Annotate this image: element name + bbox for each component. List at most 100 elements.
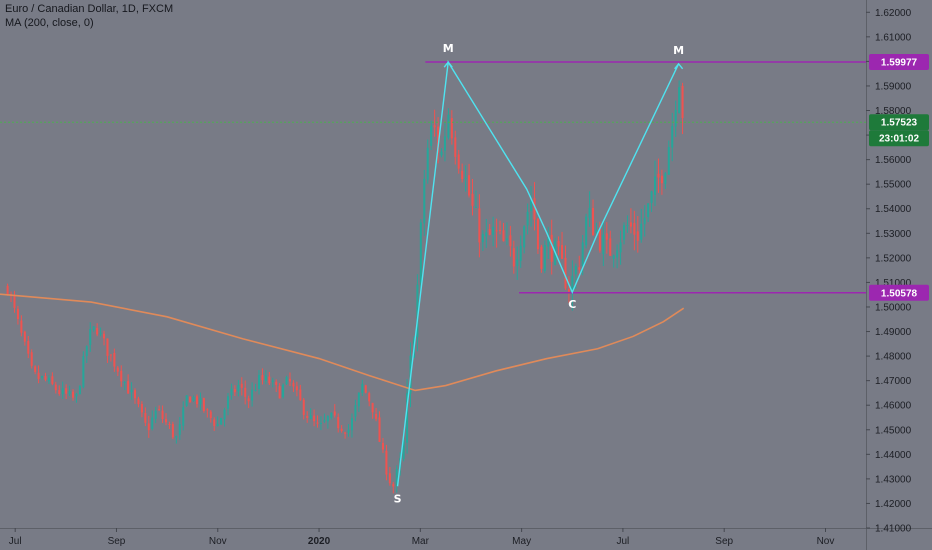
pattern-point-label: S — [394, 492, 402, 505]
candle-body — [271, 380, 274, 383]
candle-body — [323, 420, 326, 422]
pattern-point-label: M — [443, 42, 454, 55]
y-tick-label: 1.54000 — [875, 204, 912, 215]
candle-body — [154, 410, 157, 419]
candle-body — [474, 206, 477, 208]
candle-body — [309, 415, 312, 419]
candle-body — [450, 118, 453, 139]
x-tick-label: Nov — [817, 536, 835, 547]
candle-body — [282, 384, 285, 398]
y-tick-label: 1.50000 — [875, 302, 912, 313]
candle-body — [419, 222, 422, 283]
candle-body — [299, 389, 302, 401]
x-tick-label: Sep — [108, 536, 126, 547]
candle-body — [161, 410, 164, 419]
candle-body — [251, 389, 254, 401]
candle-body — [598, 228, 601, 251]
y-tick-label: 1.61000 — [875, 32, 912, 43]
candle-body — [543, 244, 546, 271]
candle-body — [113, 352, 116, 367]
candle-body — [120, 370, 123, 382]
candle-body — [89, 329, 92, 345]
candle-body — [678, 87, 681, 113]
candle-body — [406, 393, 409, 443]
candle-body — [643, 217, 646, 225]
candle-body — [233, 389, 236, 393]
indicator-title: MA (200, close, 0) — [5, 17, 94, 29]
candle-body — [123, 381, 126, 383]
candle-body — [426, 147, 429, 180]
candle-body — [127, 381, 130, 394]
x-tick-label: Mar — [412, 536, 430, 547]
candle-body — [567, 289, 570, 292]
candle-body — [619, 242, 622, 253]
candle-body — [288, 378, 292, 382]
candle-body — [268, 376, 271, 384]
candle-body — [629, 222, 632, 227]
level-badge — [869, 53, 929, 70]
candle-body — [350, 418, 353, 431]
y-tick-label: 1.58000 — [875, 106, 912, 117]
candle-body — [609, 238, 612, 256]
candle-body — [202, 398, 205, 411]
y-tick-label: 1.48000 — [875, 352, 912, 363]
candle-body — [130, 389, 133, 393]
candle-body — [195, 396, 199, 405]
candle-body — [102, 333, 106, 339]
candle-body — [650, 191, 653, 203]
candle-body — [605, 233, 608, 240]
candle-body — [674, 110, 677, 127]
countdown-label: 23:01:02 — [879, 134, 919, 145]
candle-body — [168, 424, 171, 426]
y-tick-label: 1.55000 — [875, 180, 912, 191]
candle-body — [512, 248, 515, 267]
candle-body — [519, 245, 522, 261]
candle-body — [574, 266, 577, 275]
y-tick-label: 1.56000 — [875, 155, 912, 166]
moving-average-line — [0, 293, 685, 392]
candle-body — [502, 230, 505, 242]
candle-body — [65, 388, 68, 394]
candle-body — [378, 417, 381, 442]
candle-body — [116, 367, 119, 372]
candle-body — [647, 203, 650, 218]
candle-body — [44, 376, 47, 380]
candle-body — [302, 399, 305, 415]
y-tick-label: 1.51000 — [875, 278, 912, 289]
candle-body — [402, 440, 405, 459]
candle-body — [133, 390, 137, 399]
y-tick-label: 1.43000 — [875, 474, 912, 485]
candle-body — [344, 432, 347, 434]
candle-body — [357, 392, 360, 407]
candle-body — [316, 422, 319, 424]
candle-body — [468, 175, 471, 196]
candle-body — [237, 385, 240, 392]
candle-body — [385, 450, 388, 475]
y-tick-label: 1.47000 — [875, 376, 912, 387]
candle-body — [660, 175, 663, 184]
candle-body — [178, 424, 181, 435]
candle-body — [681, 85, 684, 119]
candle-body — [516, 259, 519, 267]
y-tick-label: 1.49000 — [875, 327, 912, 338]
candle-body — [47, 377, 50, 382]
candle-body — [68, 391, 71, 395]
candle-body — [13, 296, 16, 308]
countdown-badge — [869, 130, 929, 147]
candle-body — [30, 352, 33, 366]
candle-body — [592, 207, 595, 236]
pattern-point-label: M — [673, 44, 684, 57]
x-tick-label: Jul — [9, 536, 22, 547]
candle-body — [226, 396, 230, 409]
pattern-arrowhead — [674, 62, 684, 70]
candle-body — [392, 483, 395, 487]
candle-body — [285, 377, 288, 385]
candle-body — [499, 230, 502, 232]
candle-body — [540, 246, 543, 269]
candle-body — [485, 232, 488, 237]
candle-body — [457, 154, 460, 169]
candle-body — [447, 114, 450, 138]
price-axis-panel — [866, 0, 932, 550]
